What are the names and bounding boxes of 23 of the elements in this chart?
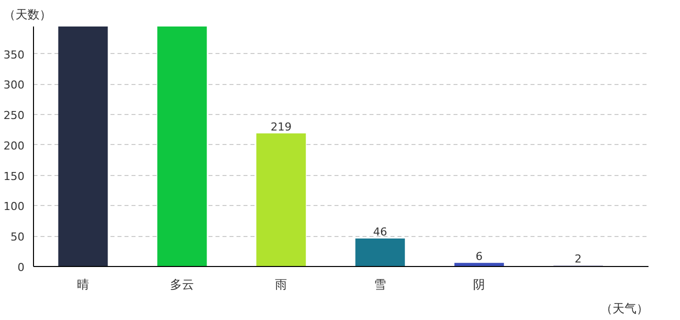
y-tick-label: 200 [4, 139, 25, 152]
data-label: 219 [270, 120, 292, 134]
x-axis-title: （天气） [600, 302, 648, 316]
data-label: 2 [574, 252, 582, 266]
x-tick-label: 雪 [374, 278, 386, 292]
y-tick-label: 250 [4, 109, 25, 122]
x-tick-label: 阴 [473, 278, 486, 292]
x-tick-label: 雨 [275, 278, 288, 292]
bar [58, 26, 108, 266]
data-label: 46 [373, 226, 388, 239]
y-tick-label: 150 [4, 170, 25, 183]
y-tick-label: 300 [4, 78, 25, 92]
bar [157, 26, 207, 266]
y-tick-label: 100 [4, 200, 25, 214]
bar [256, 133, 306, 266]
y-tick-label: 0 [18, 261, 24, 274]
y-tick-label: 350 [4, 48, 25, 62]
x-tick-label: 多云 [170, 278, 194, 292]
x-tick-label: 晴 [77, 278, 90, 292]
bar [355, 238, 405, 266]
data-label: 6 [476, 250, 483, 263]
y-tick-label: 50 [10, 230, 25, 244]
y-axis-title: （天数） [4, 8, 52, 22]
